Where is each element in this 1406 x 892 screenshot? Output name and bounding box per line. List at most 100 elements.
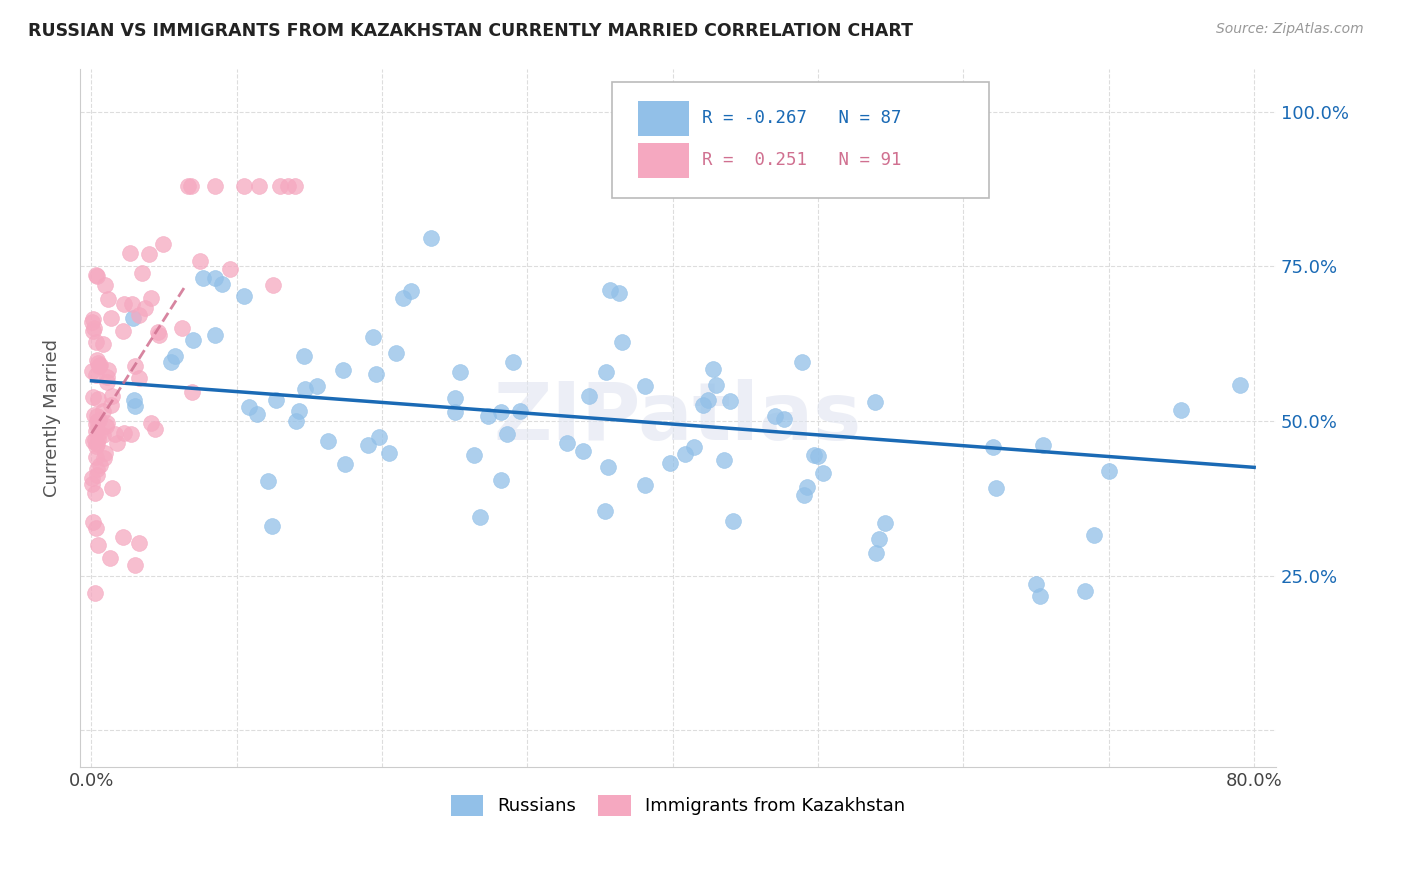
Text: R =  0.251   N = 91: R = 0.251 N = 91 <box>702 151 901 169</box>
Point <box>87 356 110 370</box>
Point <box>83 321 105 335</box>
Point <box>1170 403 1192 417</box>
Point <box>292 349 315 363</box>
Point <box>277 179 299 194</box>
Point <box>470 509 492 524</box>
Point <box>361 330 384 344</box>
Point <box>610 334 633 349</box>
Point <box>233 179 256 194</box>
Point <box>82 434 104 448</box>
Point <box>634 477 657 491</box>
Point <box>139 416 162 430</box>
Point <box>87 413 110 427</box>
Point <box>233 289 256 303</box>
Point <box>702 362 724 376</box>
Point <box>364 367 387 381</box>
Point <box>170 320 193 334</box>
Point <box>204 179 226 194</box>
Point <box>97 293 120 307</box>
Point <box>86 268 108 282</box>
Point <box>128 308 150 322</box>
Point <box>104 426 127 441</box>
Point <box>86 462 108 476</box>
Point <box>316 434 339 448</box>
Point <box>94 278 117 293</box>
Point <box>82 315 104 329</box>
Point <box>1098 464 1121 478</box>
Point <box>288 404 311 418</box>
Point <box>986 481 1008 495</box>
Point <box>682 440 704 454</box>
Point <box>83 586 105 600</box>
Point <box>385 346 408 360</box>
Point <box>257 475 280 489</box>
Point <box>91 404 114 418</box>
Point <box>696 392 718 407</box>
Point <box>790 355 813 369</box>
Point <box>763 409 786 424</box>
Point <box>863 395 886 409</box>
Point <box>796 480 818 494</box>
Point <box>84 368 107 383</box>
Point <box>181 333 204 347</box>
Point <box>180 179 202 194</box>
Point <box>138 247 160 261</box>
Point <box>100 481 122 495</box>
Point <box>82 471 104 485</box>
Point <box>86 538 108 552</box>
Point <box>152 237 174 252</box>
Point <box>284 179 307 194</box>
Point <box>87 392 110 406</box>
Point <box>477 409 499 423</box>
Point <box>84 334 107 349</box>
Point <box>96 416 118 430</box>
Point <box>378 446 401 460</box>
Point <box>193 271 215 285</box>
Point <box>160 355 183 369</box>
Point <box>83 485 105 500</box>
Point <box>489 473 512 487</box>
Point <box>118 245 141 260</box>
Point <box>89 358 111 372</box>
Point <box>807 449 830 463</box>
Point <box>595 365 617 379</box>
Point <box>555 436 578 450</box>
Point <box>122 392 145 407</box>
Point <box>148 327 170 342</box>
Point <box>91 428 114 442</box>
Point <box>598 460 620 475</box>
Text: ZIPatlas: ZIPatlas <box>494 379 862 457</box>
Point <box>80 477 103 491</box>
Point <box>163 349 186 363</box>
Point <box>112 297 135 311</box>
Point <box>332 363 354 377</box>
Point <box>873 516 896 530</box>
Point <box>112 426 135 441</box>
Point <box>247 179 270 194</box>
Point <box>177 179 200 194</box>
Point <box>86 414 108 428</box>
Y-axis label: Currently Married: Currently Married <box>44 339 60 497</box>
Point <box>86 353 108 368</box>
Point <box>96 370 118 384</box>
Point <box>146 325 169 339</box>
Point <box>128 536 150 550</box>
Point <box>307 379 329 393</box>
Point <box>139 291 162 305</box>
Point <box>96 419 118 434</box>
Point <box>1229 378 1251 392</box>
Point <box>218 261 240 276</box>
Point <box>793 488 815 502</box>
Point <box>180 385 202 400</box>
Point <box>190 254 212 268</box>
Point <box>80 364 103 378</box>
Point <box>204 328 226 343</box>
Point <box>599 283 621 297</box>
Legend: Russians, Immigrants from Kazakhstan: Russians, Immigrants from Kazakhstan <box>441 786 914 824</box>
Point <box>718 393 741 408</box>
Point <box>1025 577 1047 591</box>
Point <box>134 301 156 315</box>
Point <box>285 414 308 428</box>
Point <box>1083 528 1105 542</box>
Point <box>211 277 233 291</box>
